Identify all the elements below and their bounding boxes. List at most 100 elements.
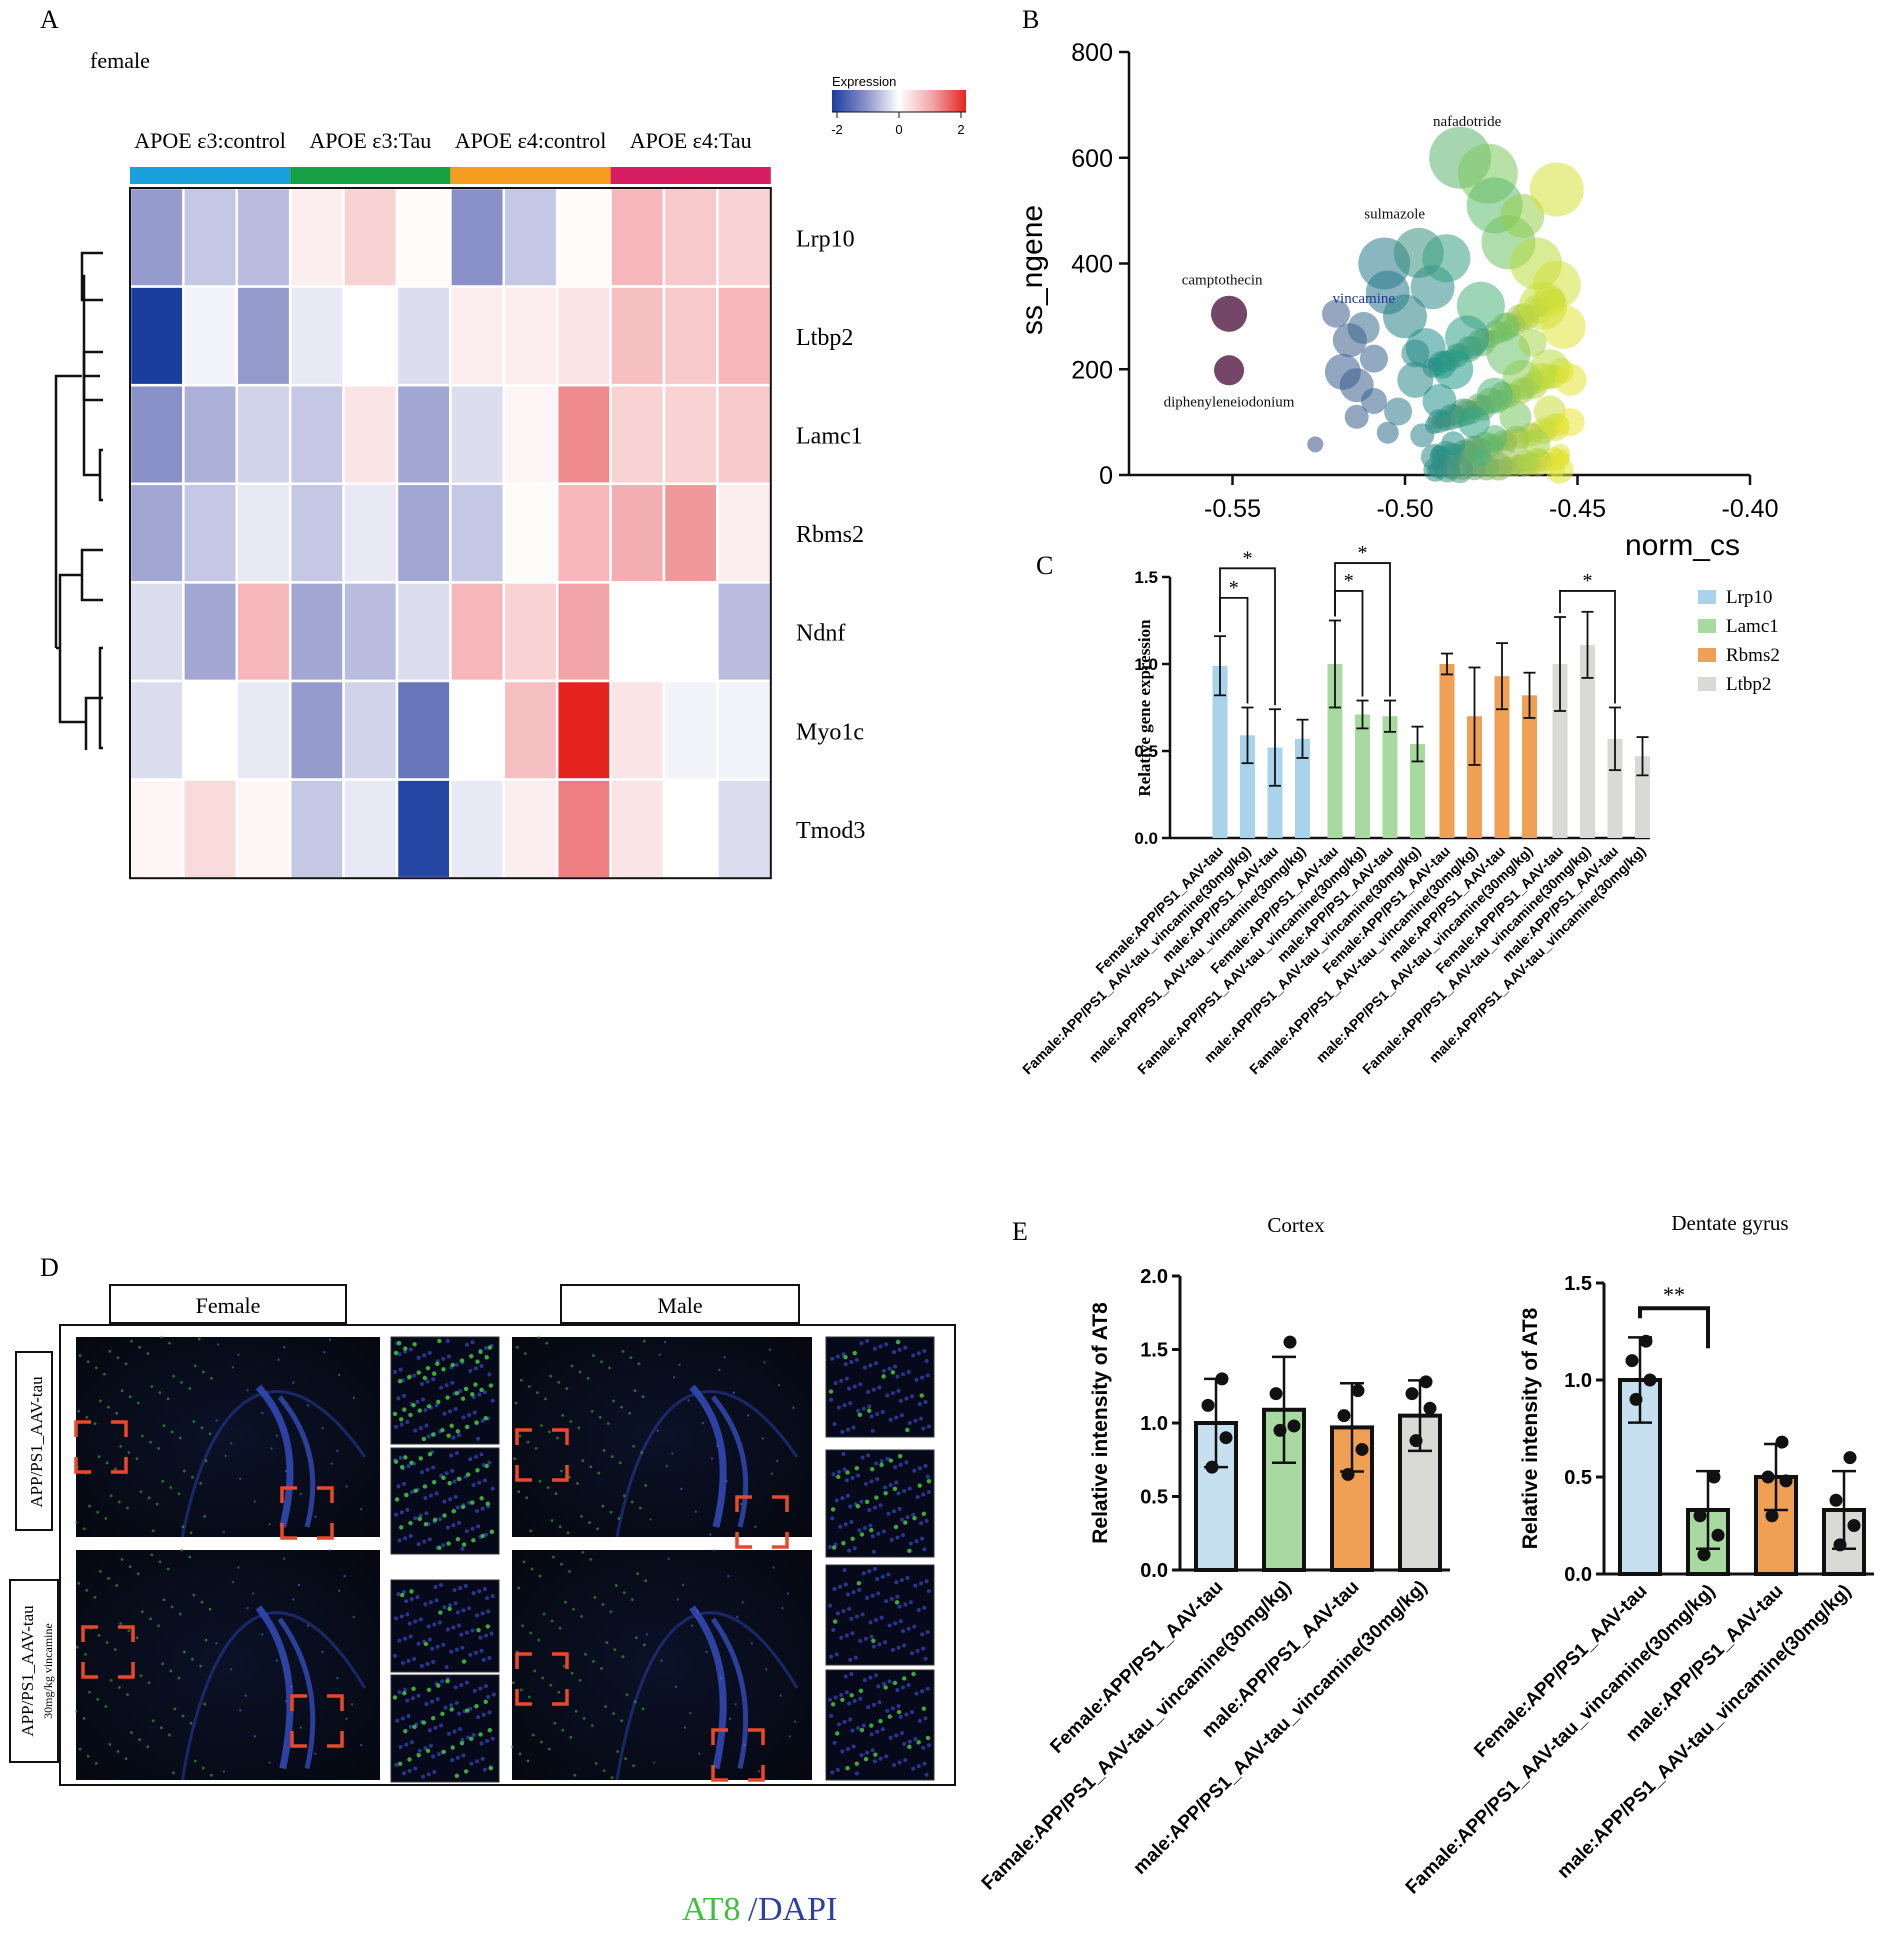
- at8-category-label: Famale:APP/PS1_AAV-tau_vincamine(30mg/kg…: [978, 1577, 1296, 1895]
- qpcr-bar: [1295, 738, 1310, 838]
- scatter-point: [1529, 162, 1584, 217]
- heatmap-cell: [342, 482, 399, 584]
- scatter-point: [1384, 397, 1413, 426]
- region-of-interest-box: [74, 1420, 128, 1474]
- heatmap-cell: [235, 383, 292, 486]
- micrograph-tile: [512, 1337, 812, 1537]
- at8-ytick: 1.0: [1564, 1370, 1592, 1392]
- scatter-point: [1410, 423, 1435, 448]
- heatmap-cell: [502, 482, 559, 584]
- panel-e: E Cortex 0.0 0.5 1.0 1.5 2.0 Relative intensit…: [978, 1211, 1874, 1898]
- region-of-interest-box: [81, 1625, 135, 1679]
- panel-b: B 0 200 400 600 800 -0.55 -0.50 -0.45 -0.40 norm_…: [1016, 5, 1778, 562]
- at8-data-point: [1765, 1509, 1779, 1523]
- at8-chart-cortex: Cortex 0.0 0.5 1.0 1.5 2.0 Relative intensity …: [978, 1213, 1450, 1894]
- scatter-point: [1383, 294, 1427, 339]
- heatmap-cell: [288, 581, 345, 683]
- heatmap-cell: [182, 285, 239, 387]
- qpcr-significance-bracket: [1219, 567, 1276, 706]
- qpcr-significance-label: *: [1229, 577, 1239, 599]
- panel-label-d: D: [40, 1253, 59, 1282]
- scatter-point: [1434, 463, 1447, 476]
- qpcr-bar: [1635, 756, 1650, 838]
- legend-title: Expression: [832, 74, 896, 89]
- heatmap-cell: [716, 482, 773, 584]
- heatmap-cell: [128, 679, 185, 781]
- scatter-point: [1457, 460, 1474, 477]
- legend-tick-max: 2: [957, 122, 964, 137]
- heatmap-cell: [395, 778, 452, 880]
- heatmap-cell: [342, 679, 399, 781]
- heatmap-cell: [128, 581, 185, 683]
- heatmap-cell: [662, 186, 719, 288]
- qpcr-legend-swatch: [1698, 648, 1716, 662]
- scatter-point-highlight: [1214, 355, 1245, 386]
- heatmap-cell: [716, 383, 773, 486]
- qpcr-significance-label: *: [1344, 570, 1354, 592]
- heatmap-cell: [555, 778, 612, 880]
- stain-label-sep: /: [748, 1891, 758, 1928]
- row-label-box-2: [9, 1579, 59, 1763]
- heatmap-cell: [716, 581, 773, 683]
- qpcr-bar: [1494, 676, 1510, 838]
- heatmap-cell: [662, 482, 719, 584]
- at8-data-point: [1829, 1493, 1843, 1507]
- heatmap-cell: [449, 778, 506, 880]
- qpcr-bar: [1467, 716, 1482, 838]
- heatmap-cell: [662, 581, 719, 683]
- micrograph-tile: [76, 1337, 380, 1537]
- micrograph-tile: [76, 1550, 380, 1780]
- group-label: APOE ε3:control: [134, 128, 286, 153]
- scatter-point: [1481, 424, 1508, 451]
- group-color-bar: [290, 167, 451, 184]
- scatter-point: [1518, 328, 1547, 357]
- heatmap-subtitle: female: [90, 48, 150, 73]
- heatmap-cell: [182, 482, 239, 584]
- heatmap-cell: [288, 186, 345, 288]
- at8-data-point: [1355, 1442, 1369, 1456]
- scatter-annotation: diphenyleneiodonium: [1164, 394, 1295, 410]
- scatter-point: [1307, 436, 1324, 453]
- heatmap-cell: [288, 383, 345, 486]
- qpcr-bar: [1552, 664, 1568, 838]
- scatter-annotation: camptothecin: [1182, 273, 1263, 289]
- at8-significance-bracket: [1638, 1306, 1710, 1349]
- at8-data-point: [1423, 1401, 1437, 1415]
- heatmap-cell: [609, 285, 666, 387]
- scatter-point: [1347, 312, 1380, 345]
- heatmap-cell: [182, 186, 239, 288]
- at8-data-point: [1337, 1409, 1351, 1423]
- heatmap-cell: [182, 581, 239, 683]
- heatmap-cell: [395, 285, 452, 387]
- at8-data-point: [1843, 1451, 1857, 1465]
- at8-data-point: [1643, 1373, 1657, 1387]
- scatter-point: [1485, 459, 1500, 474]
- heatmap-grid: [128, 186, 773, 880]
- heatmap-cell: [555, 581, 612, 683]
- at8-data-point: [1833, 1538, 1847, 1552]
- at8-data-point: [1419, 1375, 1433, 1389]
- heatmap-cell: [342, 383, 399, 486]
- qpcr-legend-label: Lrp10: [1726, 587, 1772, 608]
- scatter-points: [1211, 126, 1587, 484]
- at8-data-point: [1707, 1470, 1721, 1484]
- panel-label-e: E: [1012, 1217, 1028, 1246]
- zoom-inset: [390, 1579, 500, 1673]
- qpcr-bar: [1355, 714, 1370, 838]
- row-label-2: APP/PS1_AAV-tau: [18, 1605, 37, 1737]
- scatter-ylabel: ss_ngene: [1016, 205, 1049, 335]
- scatter-point: [1556, 408, 1585, 437]
- scatter-point: [1476, 377, 1513, 414]
- scatter-xlabel: norm_cs: [1625, 529, 1740, 562]
- qpcr-bar: [1382, 716, 1398, 838]
- micrograph-tile: [512, 1550, 812, 1780]
- scatter-ytick: 0: [1099, 462, 1113, 490]
- stain-label-dapi: DAPI: [758, 1891, 837, 1928]
- scatter-point: [1344, 404, 1369, 429]
- scatter-point: [1401, 339, 1430, 368]
- scatter-point: [1445, 462, 1460, 477]
- scatter-point: [1516, 452, 1535, 471]
- heatmap-cell: [716, 285, 773, 387]
- heatmap-cell: [555, 482, 612, 584]
